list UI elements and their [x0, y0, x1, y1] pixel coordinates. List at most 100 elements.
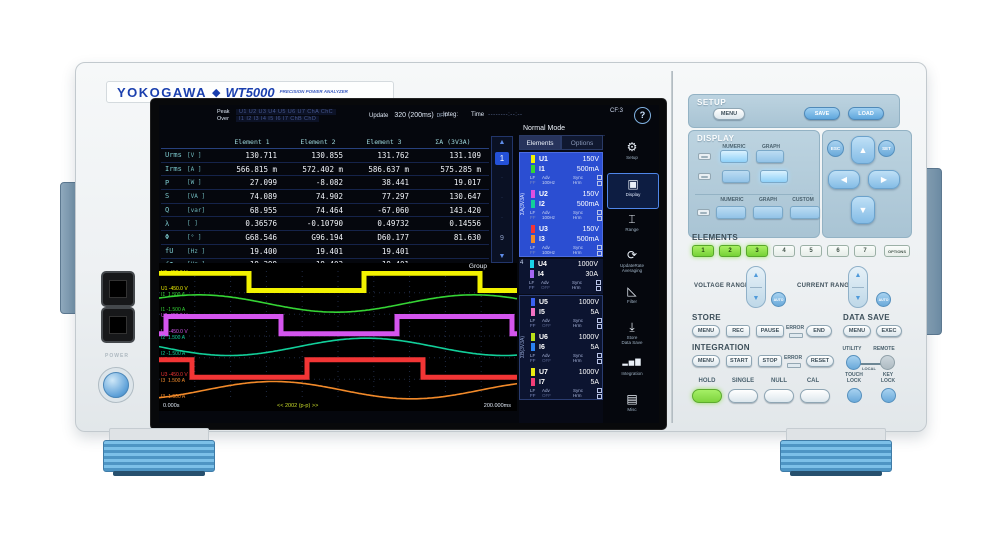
lcd-screen[interactable]: Peak U1 U2 U3 U4 U5 U6 U7 ChA ChC Over I1 …	[159, 105, 659, 423]
soft-menu-range[interactable]: ⌶ Range	[607, 209, 657, 243]
left-arrow-button[interactable]: ◀	[828, 170, 860, 189]
integration-menu-button[interactable]: MENU	[692, 355, 720, 367]
setup-title: SETUP	[697, 98, 727, 107]
page-up-icon[interactable]: ▲	[498, 139, 506, 146]
soft-menu-setup[interactable]: ⚙ Setup	[607, 137, 657, 171]
rec-button[interactable]: REC	[726, 325, 750, 337]
set-button[interactable]: SET	[878, 140, 895, 157]
element-config-4[interactable]: U4 1000V I4 30A LF FF Adv OFF Sync Hrm	[528, 259, 602, 294]
graph-button-2[interactable]	[760, 170, 788, 183]
numeric-button-3[interactable]	[716, 206, 746, 219]
u-color-chip	[531, 298, 535, 306]
integ-time-readout: Time --------:--:--	[471, 112, 523, 118]
element-config-6[interactable]: U6 1000V I6 5A LF FF Adv OFF Sync Hrm	[529, 332, 603, 367]
key-lock-label: KEY LOCK	[880, 372, 896, 384]
null-button[interactable]	[764, 389, 794, 403]
element-button-4[interactable]: 4	[773, 245, 795, 257]
reset-button[interactable]: RESET	[806, 355, 834, 367]
element-config-3[interactable]: U3 150V I3 500mA LF FF Adv 100Hz Sync Hrm	[529, 224, 603, 259]
element-button-2[interactable]: 2	[719, 245, 741, 257]
table-row: P [W ] 27.099 -8.082 38.441 19.017	[161, 176, 489, 191]
graph-label-1: GRAPH	[761, 144, 781, 150]
filter-icon: ◺	[627, 284, 637, 298]
soft-menu-updaterate[interactable]: ⟳ UpdateRate Averaging	[607, 245, 657, 279]
sync-indicator	[597, 318, 602, 329]
end-button[interactable]: END	[806, 325, 832, 337]
custom-button[interactable]	[790, 206, 820, 219]
soft-menu-store[interactable]: ⤓ Store Data Save	[607, 317, 657, 351]
tab-elements[interactable]: Elements	[519, 135, 561, 150]
up-arrow-button[interactable]: ▲	[851, 136, 875, 164]
trace-max-label: U1 450.0 V	[161, 270, 188, 276]
display-title: DISPLAY	[697, 134, 735, 143]
model-description: PRECISION POWER ANALYZER	[279, 88, 348, 94]
usb-port-1[interactable]	[101, 271, 135, 307]
page-scroll-column[interactable]: ▲ 1 · · · 9 ▼	[491, 136, 513, 263]
current-auto-button[interactable]: AUTO	[876, 292, 891, 307]
numeric-button-1[interactable]	[720, 150, 748, 163]
voltage-range-rocker[interactable]: ▲ ▼	[746, 266, 766, 308]
table-row: fU [Hz ] 19.400 19.401 19.401	[161, 245, 489, 259]
element-button-1[interactable]: 1	[692, 245, 714, 257]
pause-button[interactable]: PAUSE	[756, 325, 784, 337]
element-config-2[interactable]: U2 150V I2 500mA LF FF Adv 100Hz Sync Hrm	[529, 189, 603, 224]
save-button[interactable]: SAVE	[804, 107, 840, 120]
current-range-label: CURRENT RANGE	[797, 283, 854, 289]
integ-label: Integ:	[443, 112, 459, 118]
element-button-3[interactable]: 3	[746, 245, 768, 257]
numeric-button-2[interactable]	[722, 170, 750, 183]
esc-button[interactable]: ESC	[827, 140, 844, 157]
element-config-7[interactable]: U7 1000V I7 5A LF FF Adv OFF Sync Hrm	[529, 367, 603, 402]
u-color-chip	[531, 333, 535, 341]
right-arrow-button[interactable]: ▶	[868, 170, 900, 189]
current-range-rocker[interactable]: ▲ ▼	[848, 266, 868, 308]
load-button[interactable]: LOAD	[848, 107, 884, 120]
wiring-group-b[interactable]: ΣB(3V3A) U5 1000V I5 5A LF FF Adv OFF Sync Hr…	[519, 295, 603, 400]
left-foot	[103, 428, 215, 476]
time-end-label: 200.000ms	[483, 403, 511, 409]
record-length-label: << 2002 (p-p) >>	[277, 403, 319, 409]
element-config-1[interactable]: U1 150V I1 500mA LF FF Adv 100Hz Sync Hrm	[529, 154, 603, 189]
setup-menu-button[interactable]: MENU	[713, 108, 745, 120]
element-config-5[interactable]: U5 1000V I5 5A LF FF Adv OFF Sync Hrm	[529, 297, 603, 332]
stop-button[interactable]: STOP	[758, 355, 782, 367]
help-icon[interactable]: ?	[634, 107, 651, 124]
numeric-label-1: NUMERIC	[722, 144, 746, 150]
element-button-5[interactable]: 5	[800, 245, 822, 257]
page-down-icon[interactable]: ▼	[498, 253, 506, 260]
voltage-auto-button[interactable]: AUTO	[771, 292, 786, 307]
wiring-group-a[interactable]: ΣA(3V3A) U1 150V I1 500mA LF FF Adv 100Hz Sy…	[519, 152, 603, 257]
single-button[interactable]	[728, 389, 758, 403]
down-arrow-button[interactable]: ▼	[851, 196, 875, 224]
over-label: Over	[217, 116, 229, 122]
soft-menu-filter[interactable]: ◺ Filter	[607, 281, 657, 315]
store-menu-button[interactable]: MENU	[692, 325, 720, 337]
graph-button-1[interactable]	[756, 150, 784, 163]
remote-button[interactable]	[880, 355, 895, 370]
soft-menu-misc[interactable]: ▤ Misc	[607, 389, 657, 423]
utility-button[interactable]	[846, 355, 861, 370]
touch-lock-button[interactable]	[847, 388, 862, 403]
graph-button-3[interactable]	[753, 206, 783, 219]
start-button[interactable]: START	[726, 355, 752, 367]
integration-error-label: ERROR	[784, 355, 803, 361]
element-button-6[interactable]: 6	[827, 245, 849, 257]
cal-button[interactable]	[800, 389, 830, 403]
data-save-menu-button[interactable]: MENU	[843, 325, 871, 337]
key-lock-button[interactable]	[881, 388, 896, 403]
exec-button[interactable]: EXEC	[876, 325, 902, 337]
element-4-block[interactable]: 4 U4 1000V I4 30A LF FF Adv OFF Sync Hrm	[519, 259, 603, 294]
trace-I3	[159, 380, 517, 400]
power-button[interactable]	[98, 367, 134, 403]
mode-readout: Normal Mode	[523, 125, 566, 132]
sync-indicator	[597, 353, 602, 364]
soft-menu-integration[interactable]: ▂▅▇ Integration	[607, 353, 657, 387]
soft-menu-display[interactable]: ▣ Display	[607, 173, 659, 209]
integration-icon: ▂▅▇	[622, 359, 642, 366]
element-button-7[interactable]: 7	[854, 245, 876, 257]
hold-button[interactable]	[692, 389, 722, 403]
options-button[interactable]: OPTIONS	[884, 245, 910, 257]
tab-options[interactable]: Options	[561, 135, 603, 150]
usb-port-2[interactable]	[101, 307, 135, 343]
led-indicator	[698, 173, 711, 180]
